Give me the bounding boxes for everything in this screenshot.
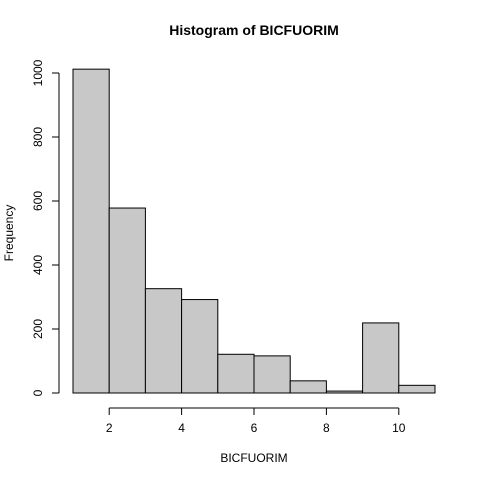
x-tick-label: 2 <box>106 421 113 435</box>
histogram-bar <box>181 299 219 394</box>
y-tick-label: 200 <box>31 319 45 339</box>
histogram-bar <box>217 353 255 394</box>
x-tick-label: 6 <box>251 421 258 435</box>
x-tick-label: 10 <box>392 421 406 435</box>
y-tick-label: 400 <box>31 255 45 275</box>
histogram-bar <box>108 207 146 394</box>
x-tick-label: 4 <box>178 421 185 435</box>
histogram-bar <box>325 390 364 394</box>
histogram-bar <box>253 355 291 394</box>
y-tick-label: 800 <box>31 127 45 147</box>
y-tick-label: 0 <box>31 389 45 396</box>
y-axis: 0 200 400 600 800 1000 <box>31 59 60 396</box>
histogram-bar <box>144 288 183 394</box>
histogram-bar <box>289 380 327 394</box>
y-axis-label: Frequency <box>2 205 16 262</box>
histogram-bar <box>362 322 400 394</box>
x-tick-label: 8 <box>323 421 330 435</box>
x-axis: 2 4 6 8 10 <box>106 407 406 435</box>
histogram-bar <box>72 68 110 394</box>
x-axis-label: BICFUORIM <box>220 451 287 465</box>
y-tick-label: 1000 <box>31 59 45 86</box>
y-tick-label: 600 <box>31 191 45 211</box>
histogram-bar <box>398 384 436 394</box>
chart-title: Histogram of BICFUORIM <box>169 22 339 38</box>
bars-group <box>72 68 436 394</box>
